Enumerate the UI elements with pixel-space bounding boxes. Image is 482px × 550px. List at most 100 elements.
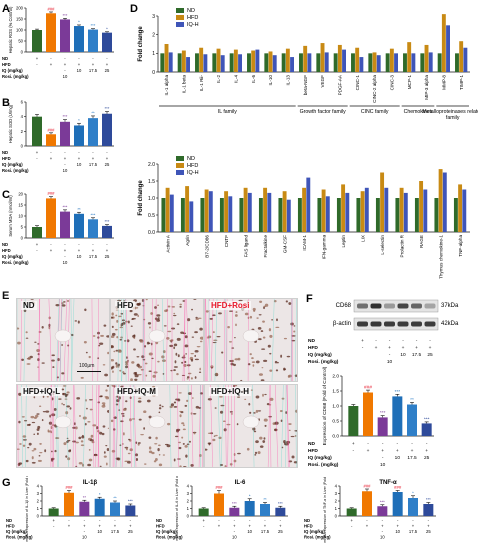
design-cell: -: [382, 442, 384, 447]
y-tick-label: 3: [152, 14, 155, 20]
cell-nucleus: [89, 439, 94, 442]
design-cell: -: [382, 529, 384, 534]
cell-nucleus: [199, 340, 203, 343]
bar: [407, 404, 417, 436]
legend-label: HFD: [187, 163, 198, 169]
bar: [380, 172, 385, 232]
cell-nucleus: [184, 344, 189, 348]
cell-nucleus: [269, 369, 273, 372]
bar: [64, 492, 74, 516]
cell-nucleus: [281, 397, 285, 400]
cell-nucleus: [291, 335, 296, 337]
cell-nucleus: [231, 347, 235, 349]
bar: [260, 504, 270, 516]
cell-nucleus: [102, 364, 106, 366]
stain-streak: [132, 385, 135, 467]
bar: [160, 53, 165, 72]
bar: [337, 44, 342, 72]
bar: [342, 49, 346, 72]
cell-nucleus: [193, 299, 197, 300]
cell-nucleus: [258, 314, 262, 316]
cell-nucleus: [248, 402, 251, 406]
design-cell: 10: [63, 168, 68, 173]
cell-nucleus: [63, 301, 66, 303]
cell-nucleus: [129, 396, 132, 400]
design-cell: -: [106, 56, 108, 61]
design-cell: 25: [427, 352, 433, 358]
design-cell: -: [249, 518, 251, 523]
cell-nucleus: [169, 344, 174, 348]
bar: [421, 423, 432, 436]
design-row-label: HFD: [304, 524, 313, 529]
cell-nucleus: [166, 336, 170, 340]
cell-nucleus: [106, 335, 109, 338]
cell-nucleus: [252, 427, 256, 431]
cell-nucleus: [120, 336, 123, 339]
cell-nucleus: [112, 370, 114, 373]
design-row-label: Rosi. (mg/kg): [308, 462, 339, 468]
design-cell: -: [64, 56, 66, 61]
bar: [272, 55, 277, 72]
cell-nucleus: [190, 377, 193, 380]
cell-nucleus: [27, 356, 31, 360]
stain-streak: [117, 299, 120, 381]
cell-nucleus: [151, 451, 155, 455]
cell-nucleus: [119, 369, 122, 372]
significance-mark: ***: [105, 106, 110, 111]
cell-nucleus: [294, 374, 297, 377]
cell-nucleus: [162, 373, 165, 375]
y-tick-label: 3: [187, 491, 190, 496]
cell-nucleus: [256, 317, 259, 319]
significance-mark: **: [263, 497, 267, 502]
y-tick-label: 4: [335, 484, 338, 489]
cell-nucleus: [61, 402, 63, 405]
y-tick-label: 0: [335, 514, 338, 519]
bar: [325, 196, 330, 232]
cell-nucleus: [124, 360, 129, 364]
cell-nucleus: [21, 358, 24, 361]
significance-mark: *: [78, 19, 80, 24]
cell-nucleus: [174, 435, 179, 438]
design-cell: 10: [400, 352, 406, 358]
design-cell: 25: [278, 529, 283, 534]
stain-streak: [121, 299, 125, 381]
significance-mark: ***: [63, 204, 68, 209]
bar: [229, 53, 234, 72]
bar: [185, 186, 190, 232]
cell-nucleus: [194, 354, 197, 358]
bar: [307, 53, 312, 72]
bar: [251, 50, 256, 72]
bar: [428, 52, 433, 72]
cell-nucleus: [25, 331, 28, 334]
significance-mark: **: [113, 496, 117, 501]
cell-nucleus: [99, 465, 102, 467]
cell-nucleus: [126, 356, 128, 360]
stain-streak: [294, 299, 297, 381]
cell-nucleus: [212, 341, 217, 344]
cell-nucleus: [182, 428, 186, 431]
bar: [303, 45, 308, 72]
design-cell: +: [233, 524, 236, 529]
group-label: Growth factor family: [300, 109, 347, 115]
design-cell: -: [114, 518, 116, 523]
cell-nucleus: [48, 323, 51, 327]
design-cell: -: [78, 150, 80, 155]
design-cell: -: [50, 56, 52, 61]
cell-nucleus: [66, 405, 71, 408]
cell-nucleus: [55, 304, 60, 307]
cell-nucleus: [137, 374, 142, 376]
significance-mark: ###: [48, 6, 56, 11]
cell-nucleus: [61, 302, 64, 305]
bar: [268, 51, 273, 72]
design-cell: +: [381, 524, 384, 529]
cell-nucleus: [52, 366, 55, 369]
panel-letter: G: [2, 477, 11, 489]
design-cell: +: [361, 339, 364, 344]
cell-nucleus: [173, 366, 178, 368]
design-cell: +: [415, 346, 418, 351]
cell-nucleus: [207, 398, 212, 401]
cell-nucleus: [190, 352, 194, 355]
cell-nucleus: [192, 413, 197, 415]
design-cell: -: [78, 56, 80, 61]
